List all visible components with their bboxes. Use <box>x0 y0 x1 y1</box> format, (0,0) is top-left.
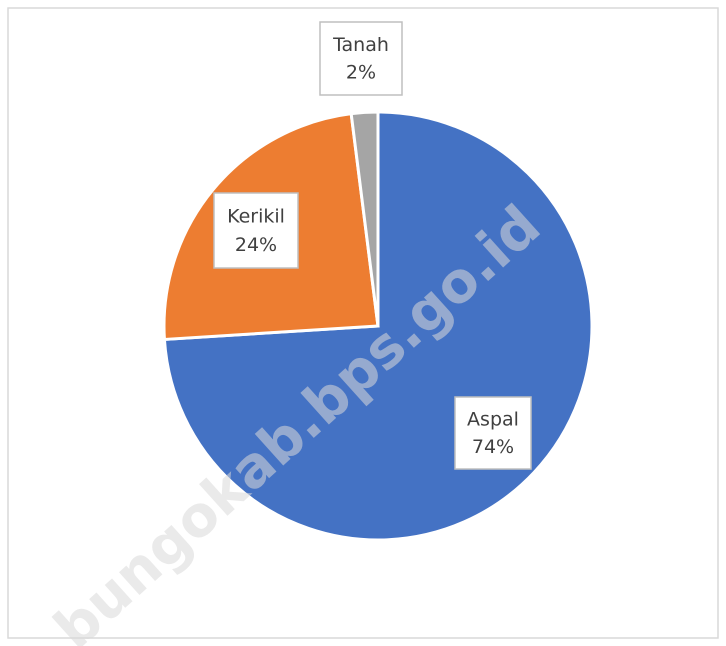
label-name: Aspal <box>467 409 519 431</box>
label-box <box>454 396 532 470</box>
label-name: Tanah <box>332 34 389 56</box>
label-value: 74% <box>472 436 514 458</box>
label-value: 24% <box>235 234 277 256</box>
label-name: Kerikil <box>227 206 285 228</box>
pie-slice <box>349 110 380 327</box>
label-box <box>319 21 403 96</box>
data-labels: Aspal 74% Kerikil 24% Tanah 2% <box>213 21 532 470</box>
label-box <box>213 192 299 269</box>
label-value: 2% <box>346 62 376 84</box>
